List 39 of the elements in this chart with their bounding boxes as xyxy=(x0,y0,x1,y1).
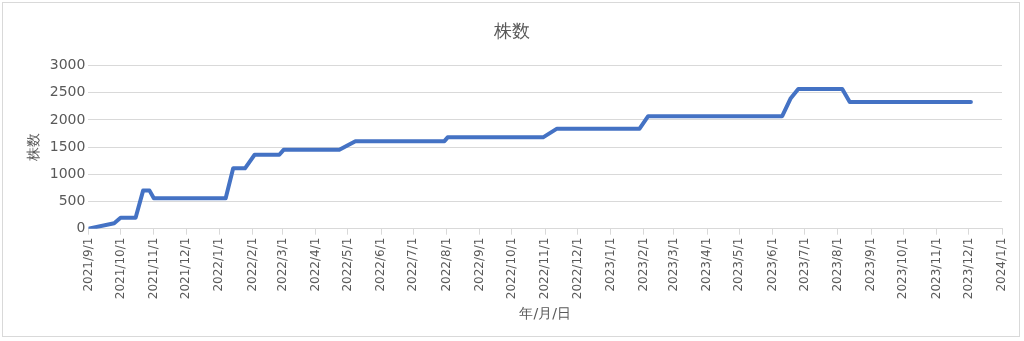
x-tick-label: 2023/1/1 xyxy=(602,237,617,292)
y-tick-label: 2500 xyxy=(49,83,86,100)
chart-title: 株数 xyxy=(493,20,530,42)
x-tick-label: 2022/4/1 xyxy=(307,237,322,292)
x-tick-label: 2023/10/1 xyxy=(895,237,910,300)
x-tick-label: 2022/9/1 xyxy=(471,237,486,292)
x-tick-label: 2022/5/1 xyxy=(340,237,355,292)
x-tick-label: 2022/8/1 xyxy=(438,237,453,292)
x-tick-label: 2022/3/1 xyxy=(274,237,289,292)
x-tick-label: 2023/11/1 xyxy=(928,237,943,300)
x-tick-label: 2023/3/1 xyxy=(666,237,681,292)
y-tick-label: 2000 xyxy=(49,110,86,127)
x-tick-label: 2021/9/1 xyxy=(80,237,95,292)
x-tick-label: 2022/6/1 xyxy=(373,237,388,292)
x-tick-label: 2022/1/1 xyxy=(211,237,226,292)
y-tick-label: 500 xyxy=(58,192,86,209)
x-tick-label: 2022/12/1 xyxy=(569,237,584,300)
y-tick-label: 1500 xyxy=(49,137,86,154)
x-tick-label: 2023/8/1 xyxy=(830,237,845,292)
x-tick-label: 2023/9/1 xyxy=(863,237,878,292)
x-tick-label: 2023/12/1 xyxy=(960,237,975,300)
x-tick-label: 2022/11/1 xyxy=(537,237,552,300)
y-tick-label: 3000 xyxy=(49,56,86,73)
x-tick-label: 2023/6/1 xyxy=(764,237,779,292)
x-tick-label: 2022/7/1 xyxy=(405,237,420,292)
y-axis-title: 株数 xyxy=(25,133,42,163)
y-tick-label: 1000 xyxy=(49,164,86,181)
x-tick-label: 2023/2/1 xyxy=(635,237,650,292)
x-tick-label: 2022/2/1 xyxy=(244,237,259,292)
x-tick-label: 2021/10/1 xyxy=(112,237,127,300)
x-tick-label: 2023/4/1 xyxy=(699,237,714,292)
x-tick-label: 2022/10/1 xyxy=(504,237,519,300)
x-tick-label: 2024/1/1 xyxy=(994,237,1009,292)
x-axis-title: 年/月/日 xyxy=(519,305,571,322)
y-tick-label: 0 xyxy=(76,219,86,236)
x-tick-label: 2021/12/1 xyxy=(178,237,193,300)
x-tick-label: 2023/5/1 xyxy=(731,237,746,292)
x-tick-label: 2021/11/1 xyxy=(145,237,160,300)
x-tick-label: 2023/7/1 xyxy=(796,237,811,292)
